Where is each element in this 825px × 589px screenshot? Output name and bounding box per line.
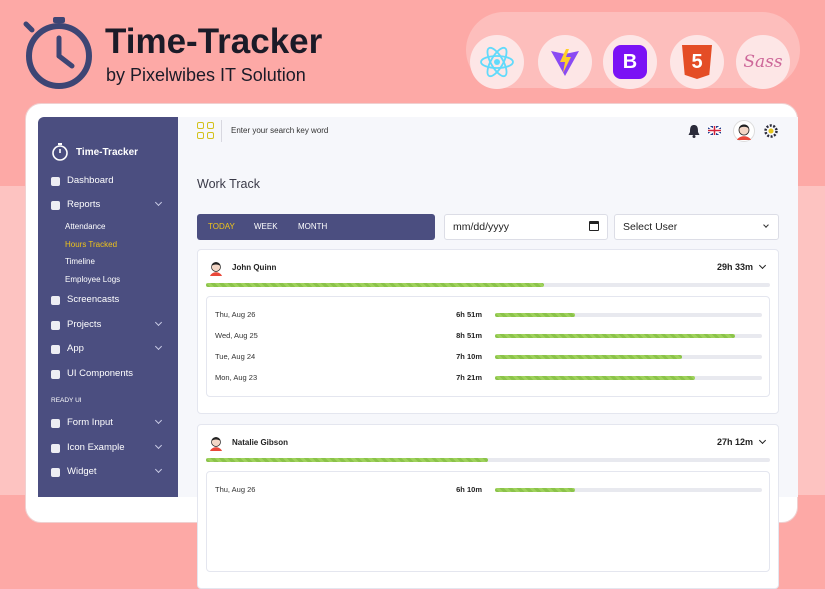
day-time: 6h 10m bbox=[456, 485, 482, 494]
day-progress bbox=[495, 376, 762, 380]
tech-pill: B 5 Sass bbox=[466, 12, 800, 89]
settings-icon[interactable] bbox=[764, 124, 778, 138]
day-progress bbox=[495, 313, 762, 317]
day-date: Thu, Aug 26 bbox=[215, 310, 256, 319]
employee-avatar bbox=[208, 260, 224, 276]
employee-name: John Quinn bbox=[232, 263, 277, 272]
employee-total: 29h 33m bbox=[716, 262, 753, 272]
day-progress-fill bbox=[495, 355, 682, 359]
menu-item[interactable]: Form Input bbox=[67, 417, 113, 428]
day-date: Mon, Aug 23 bbox=[215, 373, 258, 382]
user-avatar[interactable] bbox=[733, 120, 755, 142]
day-list bbox=[206, 296, 770, 397]
section-label: READY UI bbox=[51, 397, 82, 404]
day-time: 7h 21m bbox=[456, 373, 482, 382]
day-progress bbox=[495, 488, 762, 492]
menu-item[interactable]: App bbox=[67, 343, 84, 354]
sidebar bbox=[38, 117, 178, 497]
menu-item[interactable]: UI Components bbox=[67, 368, 134, 379]
vite-badge bbox=[538, 35, 592, 89]
menu-icon bbox=[51, 444, 60, 453]
tab-bar bbox=[197, 214, 435, 240]
employee-avatar bbox=[208, 435, 224, 451]
menu-icon bbox=[51, 177, 60, 186]
day-time: 7h 10m bbox=[456, 352, 482, 361]
menu-item[interactable]: Dashboard bbox=[67, 175, 114, 186]
search-input[interactable]: Enter your search key word bbox=[231, 126, 329, 135]
day-date: Wed, Aug 25 bbox=[215, 331, 258, 340]
day-date: Thu, Aug 26 bbox=[215, 485, 256, 494]
sass-badge: Sass bbox=[736, 35, 790, 89]
day-time: 8h 51m bbox=[456, 331, 482, 340]
tab-today[interactable]: TODAY bbox=[208, 222, 235, 231]
bootstrap-badge: B bbox=[603, 35, 657, 89]
menu-icon bbox=[51, 201, 60, 210]
calendar-icon[interactable] bbox=[589, 221, 599, 231]
bootstrap-label: B bbox=[613, 45, 647, 79]
total-progress-fill bbox=[206, 283, 545, 287]
flag-icon[interactable] bbox=[708, 126, 721, 135]
day-progress-fill bbox=[495, 334, 736, 338]
user-select-label: Select User bbox=[623, 221, 678, 233]
react-badge bbox=[470, 35, 524, 89]
brand-icon bbox=[52, 143, 68, 161]
tab-week[interactable]: WEEK bbox=[254, 222, 278, 231]
logo-clock bbox=[23, 17, 92, 89]
menu-icon bbox=[51, 345, 60, 354]
submenu-item[interactable]: Employee Logs bbox=[65, 275, 121, 284]
menu-icon bbox=[51, 419, 60, 428]
page-title: Work Track bbox=[197, 177, 260, 191]
employee-total: 27h 12m bbox=[716, 437, 753, 447]
menu-item[interactable]: Projects bbox=[67, 319, 102, 330]
html5-label: 5 bbox=[682, 45, 712, 79]
day-date: Tue, Aug 24 bbox=[215, 352, 256, 361]
tab-month[interactable]: MONTH bbox=[298, 222, 328, 231]
submenu-item[interactable]: Attendance bbox=[65, 222, 106, 231]
day-progress-fill bbox=[495, 488, 576, 492]
day-progress-fill bbox=[495, 313, 576, 317]
menu-icon bbox=[51, 370, 60, 379]
user-select[interactable] bbox=[614, 214, 779, 240]
date-placeholder: mm/dd/yyyy bbox=[453, 221, 510, 233]
title: Time-Tracker bbox=[105, 22, 323, 61]
menu-icon bbox=[51, 321, 60, 330]
sidebar-brand: Time-Tracker bbox=[76, 147, 139, 158]
menu-item[interactable]: Icon Example bbox=[67, 442, 125, 453]
menu-icon bbox=[51, 296, 60, 305]
day-progress-fill bbox=[495, 376, 696, 380]
employee-name: Natalie Gibson bbox=[232, 438, 289, 447]
total-progress bbox=[206, 283, 770, 287]
day-progress bbox=[495, 334, 762, 338]
day-time: 6h 51m bbox=[456, 310, 482, 319]
menu-item[interactable]: Screencasts bbox=[67, 294, 120, 305]
total-progress-fill bbox=[206, 458, 488, 462]
date-input[interactable] bbox=[444, 214, 608, 240]
submenu-item[interactable]: Hours Tracked bbox=[65, 240, 118, 249]
menu-icon[interactable] bbox=[197, 122, 214, 139]
day-list bbox=[206, 471, 770, 572]
bell-icon[interactable] bbox=[688, 124, 700, 138]
submenu-item[interactable]: Timeline bbox=[65, 257, 95, 266]
menu-item[interactable]: Reports bbox=[67, 199, 101, 210]
total-progress bbox=[206, 458, 770, 462]
menu-icon bbox=[51, 468, 60, 477]
day-progress bbox=[495, 355, 762, 359]
menu-item[interactable]: Widget bbox=[67, 466, 97, 477]
subtitle: by Pixelwibes IT Solution bbox=[106, 65, 306, 85]
html5-badge: 5 bbox=[670, 35, 724, 89]
sass-label: Sass bbox=[743, 52, 783, 72]
